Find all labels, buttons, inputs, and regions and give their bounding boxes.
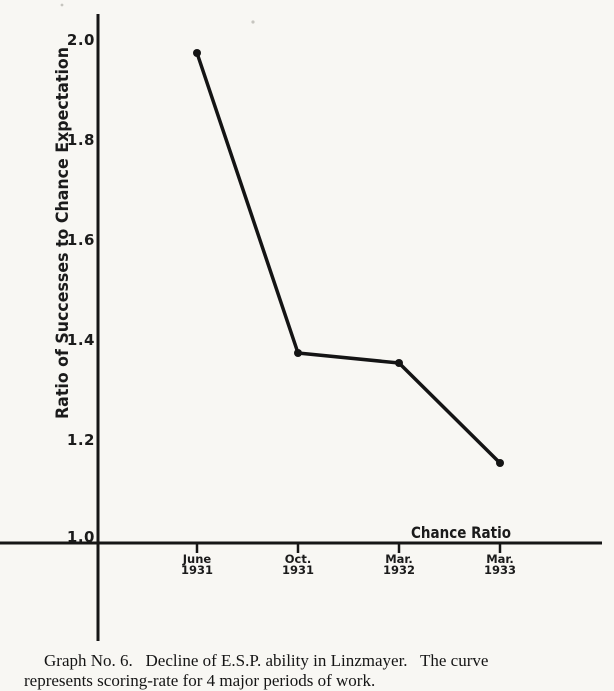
y-axis-tick-label: 1.2 [67, 431, 95, 449]
caption-line-1: Graph No. 6. Decline of E.S.P. ability i… [44, 651, 489, 670]
y-axis-tick-label: 2.0 [67, 31, 95, 49]
scan-speck [251, 20, 255, 24]
esp-ratio-curve [195, 51, 502, 465]
data-point-2 [294, 349, 302, 357]
data-point-1 [193, 49, 201, 57]
caption-line-2: represents scoring-rate for 4 major peri… [24, 671, 376, 690]
x-axis-category-label: Mar. 1932 [383, 552, 415, 577]
data-point-3 [395, 359, 403, 367]
figure-caption: Graph No. 6. Decline of E.S.P. ability i… [24, 651, 590, 691]
y-axis-tick-label: 1.4 [67, 331, 95, 349]
x-axis-category-label: Oct. 1931 [282, 552, 314, 577]
y-axis-tick-label: 1.6 [67, 231, 95, 249]
x-axis-title: Chance Ratio [411, 523, 511, 542]
y-axis-tick-label: 1.8 [67, 131, 95, 149]
x-axis-category-label: June 1931 [181, 552, 213, 577]
data-point-4 [496, 459, 504, 467]
y-axis-title: Ratio of Successes to Chance Expectation [53, 47, 73, 419]
scan-speck [60, 3, 64, 7]
esp-decline-line-chart: Ratio of Successes to Chance Expectation… [0, 3, 602, 641]
x-axis-category-label: Mar. 1933 [484, 552, 516, 577]
y-axis-tick-label: 1.0 [67, 528, 95, 546]
